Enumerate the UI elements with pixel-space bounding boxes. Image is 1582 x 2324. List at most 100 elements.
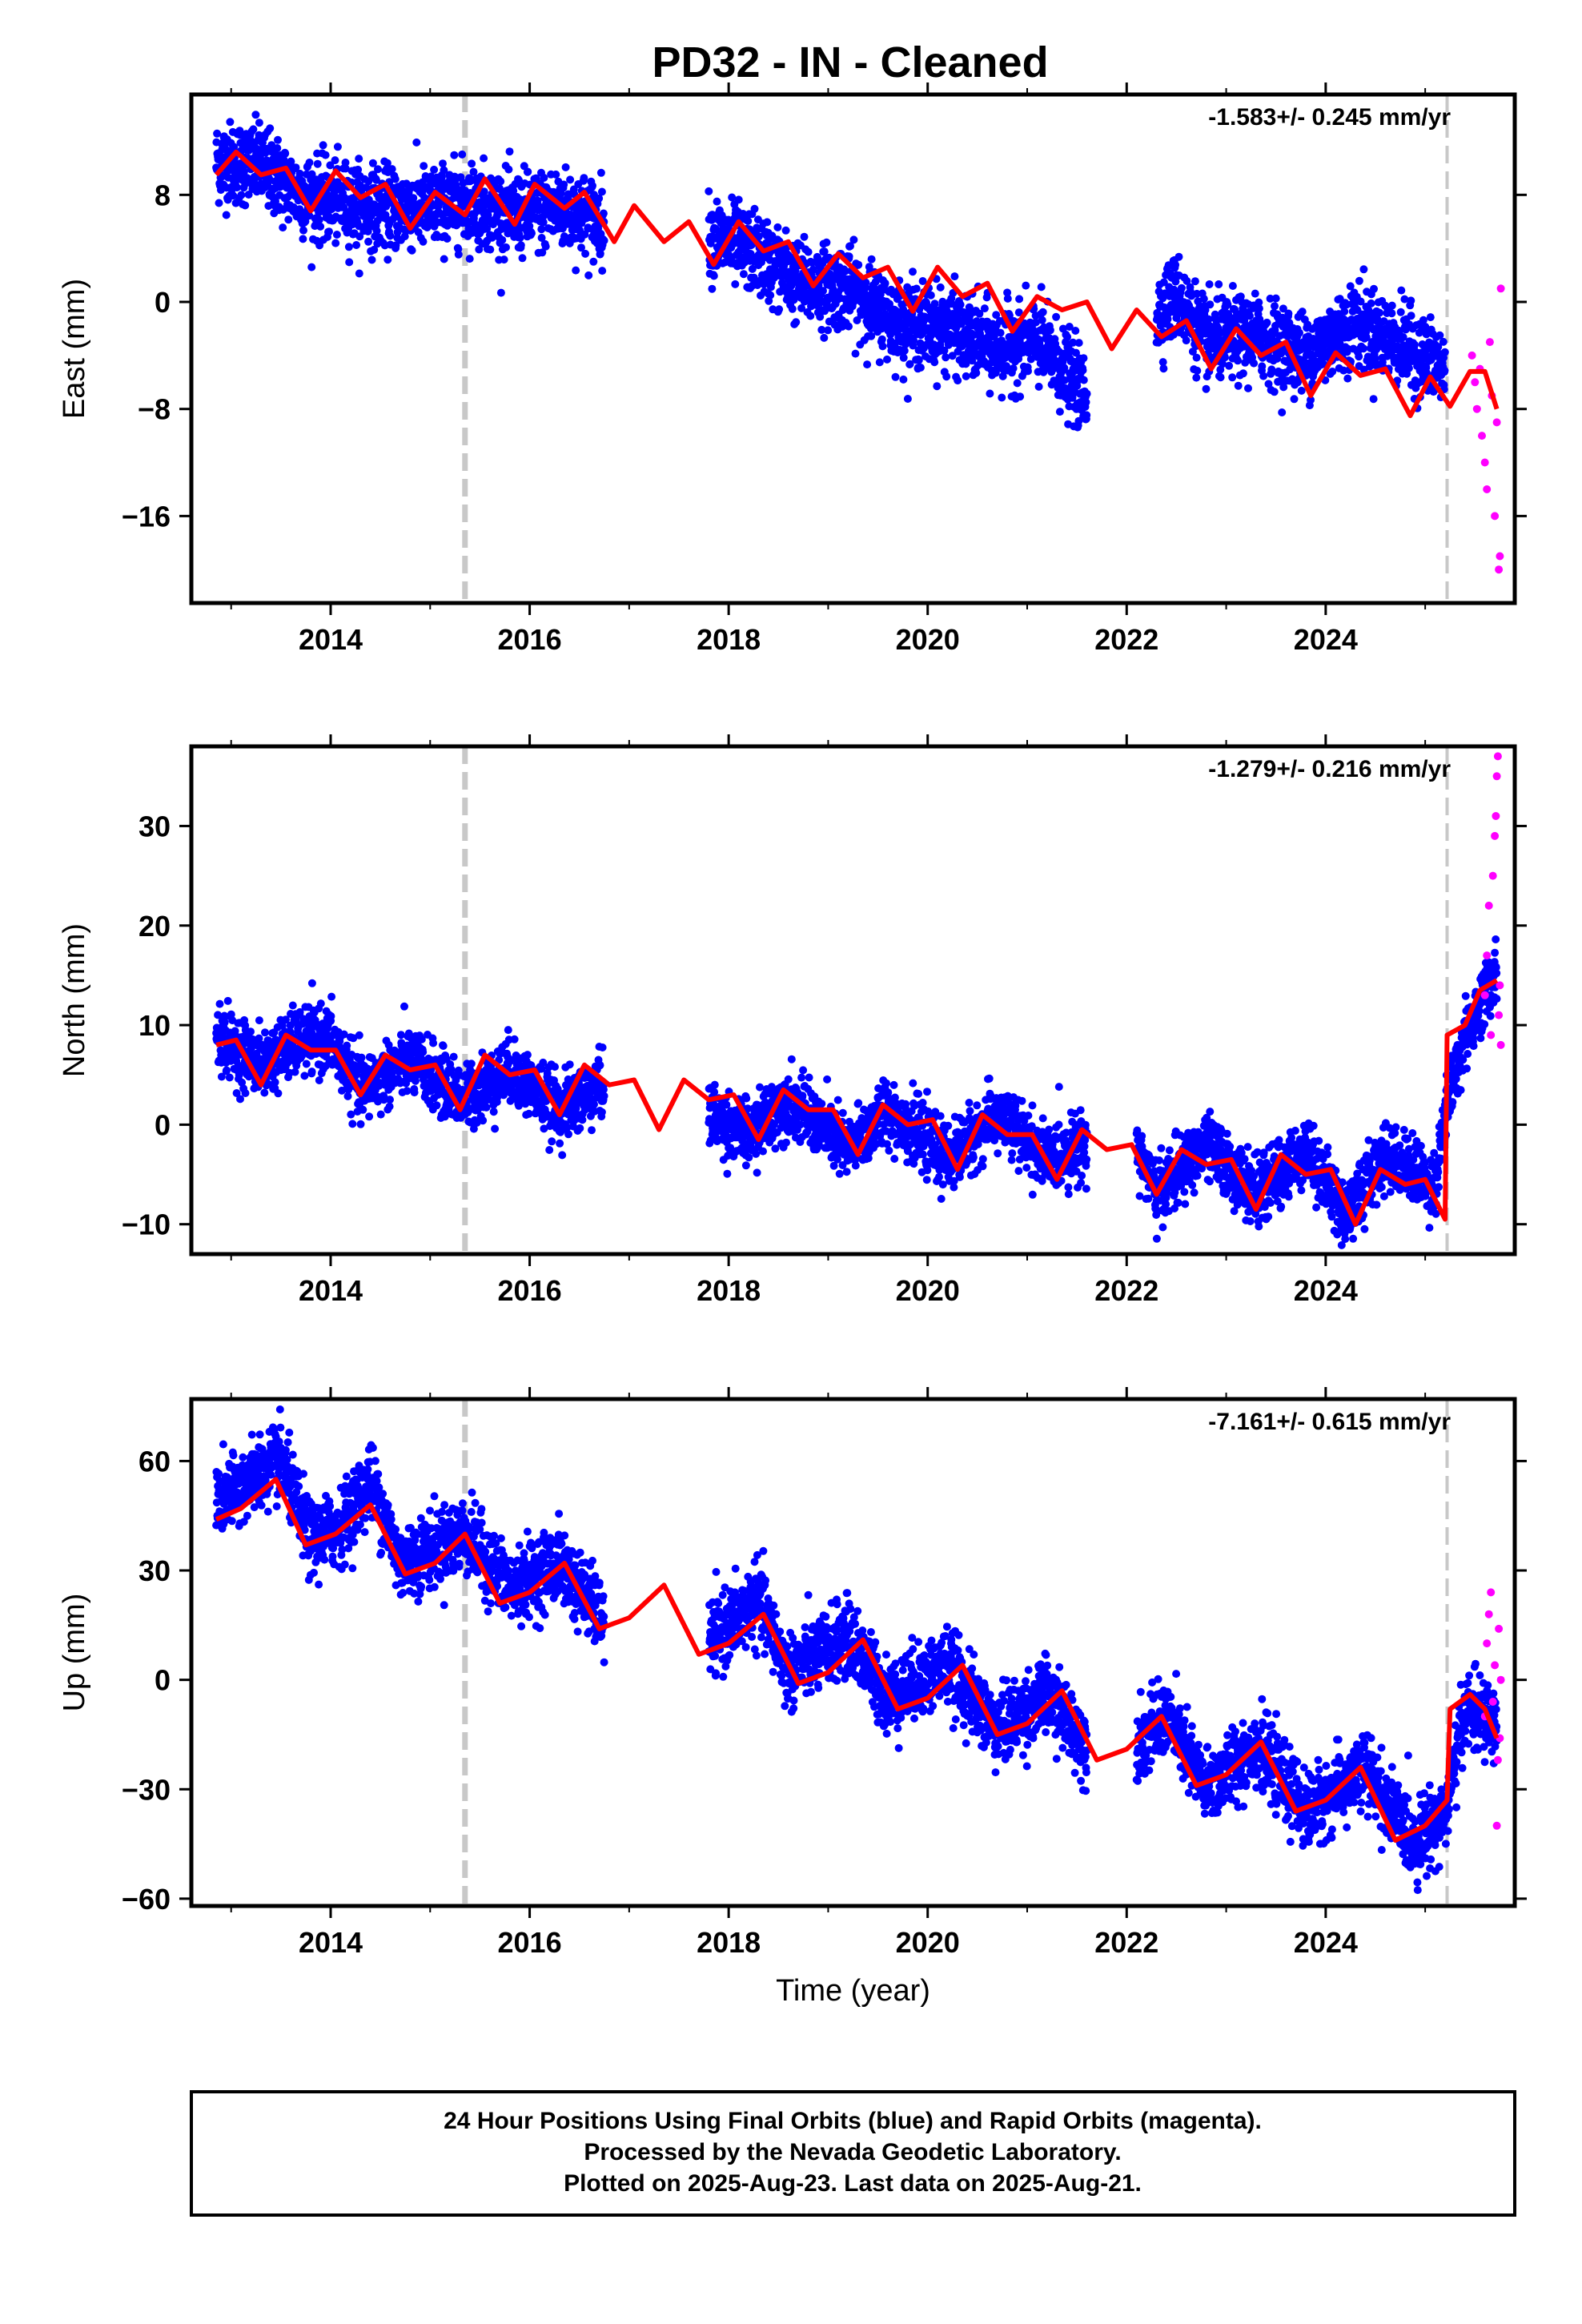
east-final-orbit-point bbox=[817, 325, 826, 334]
east-final-orbit-point bbox=[471, 222, 480, 231]
north-final-orbit-point bbox=[419, 1047, 428, 1056]
east-final-orbit-point bbox=[581, 249, 590, 258]
east-final-orbit-point bbox=[1228, 282, 1237, 290]
north-final-orbit-point bbox=[227, 1010, 235, 1019]
east-final-orbit-point bbox=[368, 159, 377, 167]
north-final-orbit-point bbox=[247, 1027, 255, 1036]
east-final-orbit-point bbox=[1251, 289, 1259, 298]
north-final-orbit-point bbox=[376, 1110, 385, 1119]
east-final-orbit-point bbox=[383, 159, 391, 167]
east-final-orbit-point bbox=[469, 167, 478, 176]
north-final-orbit-point bbox=[225, 1073, 234, 1082]
east-final-orbit-point bbox=[909, 336, 917, 344]
east-final-orbit-point bbox=[332, 231, 341, 239]
east-final-orbit-point bbox=[560, 180, 568, 189]
east-final-orbit-point bbox=[705, 187, 713, 195]
north-final-orbit-point bbox=[232, 1089, 241, 1097]
east-final-orbit-point bbox=[766, 291, 775, 300]
north-final-orbit-point bbox=[214, 1011, 223, 1019]
east-final-orbit-point bbox=[364, 177, 373, 186]
east-final-orbit-point bbox=[775, 305, 784, 314]
north-final-orbit-point bbox=[215, 999, 224, 1008]
north-final-orbit-point bbox=[220, 1011, 229, 1020]
east-final-orbit-point bbox=[213, 129, 222, 138]
east-x-tick-label: 2024 bbox=[1294, 623, 1358, 656]
east-final-orbit-point bbox=[1234, 381, 1243, 390]
east-final-orbit-point bbox=[1082, 389, 1091, 398]
east-final-orbit-point bbox=[1191, 277, 1199, 286]
east-final-orbit-point bbox=[1270, 388, 1279, 396]
east-final-orbit-point bbox=[372, 175, 380, 184]
east-final-orbit-point bbox=[1356, 297, 1365, 306]
east-final-orbit-point bbox=[1022, 281, 1030, 290]
east-final-orbit-point bbox=[412, 138, 421, 147]
east-final-orbit-point bbox=[215, 199, 223, 207]
north-final-orbit-point bbox=[387, 1068, 396, 1077]
east-final-orbit-point bbox=[1034, 382, 1043, 391]
east-final-orbit-point bbox=[458, 150, 467, 159]
east-final-orbit-point bbox=[1259, 372, 1268, 380]
east-final-orbit-point bbox=[315, 215, 323, 224]
east-final-orbit-point bbox=[1026, 355, 1035, 364]
east-final-orbit-point bbox=[1221, 353, 1229, 362]
east-final-orbit-point bbox=[899, 375, 908, 384]
east-final-orbit-point bbox=[1038, 308, 1047, 316]
east-final-orbit-point bbox=[516, 233, 524, 242]
east-final-orbit-point bbox=[537, 234, 546, 242]
east-final-orbit-point bbox=[1079, 354, 1088, 363]
east-y-tick-label: −8 bbox=[138, 393, 171, 426]
east-plot-area bbox=[212, 94, 1505, 603]
east-final-orbit-point bbox=[841, 267, 849, 275]
east-final-orbit-point bbox=[500, 255, 508, 264]
east-final-orbit-point bbox=[440, 166, 448, 175]
east-final-orbit-point bbox=[313, 159, 322, 168]
north-panel: 2014 2016 2018 2020 2022 20243020100−10North … bbox=[58, 734, 1527, 1307]
east-final-orbit-point bbox=[265, 174, 274, 183]
east-y-tick-label: 0 bbox=[155, 286, 171, 319]
north-final-orbit-point bbox=[417, 1035, 426, 1043]
east-final-orbit-point bbox=[391, 241, 400, 250]
north-final-orbit-point bbox=[479, 1116, 488, 1125]
east-final-orbit-point bbox=[1267, 365, 1276, 374]
east-final-orbit-point bbox=[806, 312, 815, 320]
east-final-orbit-point bbox=[237, 191, 246, 199]
east-final-orbit-point bbox=[1158, 358, 1167, 367]
east-final-orbit-point bbox=[572, 266, 580, 275]
east-final-orbit-point bbox=[266, 124, 275, 133]
east-final-orbit-point bbox=[1400, 295, 1409, 304]
east-final-orbit-point bbox=[788, 304, 797, 313]
north-final-orbit-point bbox=[288, 1001, 297, 1010]
east-final-orbit-point bbox=[341, 159, 350, 167]
east-final-orbit-point bbox=[998, 393, 1006, 402]
east-final-orbit-point bbox=[948, 352, 957, 360]
north-final-orbit-point bbox=[339, 1030, 348, 1039]
north-final-orbit-point bbox=[489, 1108, 498, 1116]
east-final-orbit-point bbox=[784, 251, 793, 259]
east-final-orbit-point bbox=[731, 279, 740, 288]
east-final-orbit-point bbox=[321, 151, 330, 159]
east-final-orbit-point bbox=[1016, 392, 1025, 401]
east-final-orbit-point bbox=[992, 311, 1001, 320]
north-final-orbit-point bbox=[327, 1011, 335, 1020]
east-final-orbit-point bbox=[251, 111, 260, 119]
east-final-orbit-point bbox=[299, 235, 307, 243]
east-final-orbit-point bbox=[1078, 366, 1087, 375]
east-final-orbit-point bbox=[393, 228, 402, 236]
east-final-orbit-point bbox=[820, 333, 829, 342]
east-final-orbit-point bbox=[1250, 359, 1259, 368]
east-final-orbit-point bbox=[496, 288, 505, 297]
east-final-orbit-point bbox=[1307, 396, 1315, 404]
east-final-orbit-point bbox=[1362, 333, 1371, 342]
east-final-orbit-point bbox=[1297, 386, 1306, 395]
east-final-orbit-point bbox=[940, 346, 949, 355]
east-final-orbit-point bbox=[1346, 282, 1355, 291]
east-final-orbit-point bbox=[845, 252, 853, 261]
north-final-orbit-point bbox=[247, 1043, 255, 1052]
north-final-orbit-point bbox=[236, 1095, 244, 1104]
east-final-orbit-point bbox=[1246, 312, 1254, 320]
north-final-orbit-point bbox=[386, 1096, 394, 1104]
east-final-orbit-point bbox=[1279, 383, 1288, 392]
east-final-orbit-point bbox=[295, 169, 304, 178]
east-final-orbit-point bbox=[956, 300, 965, 309]
east-final-orbit-point bbox=[1174, 252, 1183, 261]
